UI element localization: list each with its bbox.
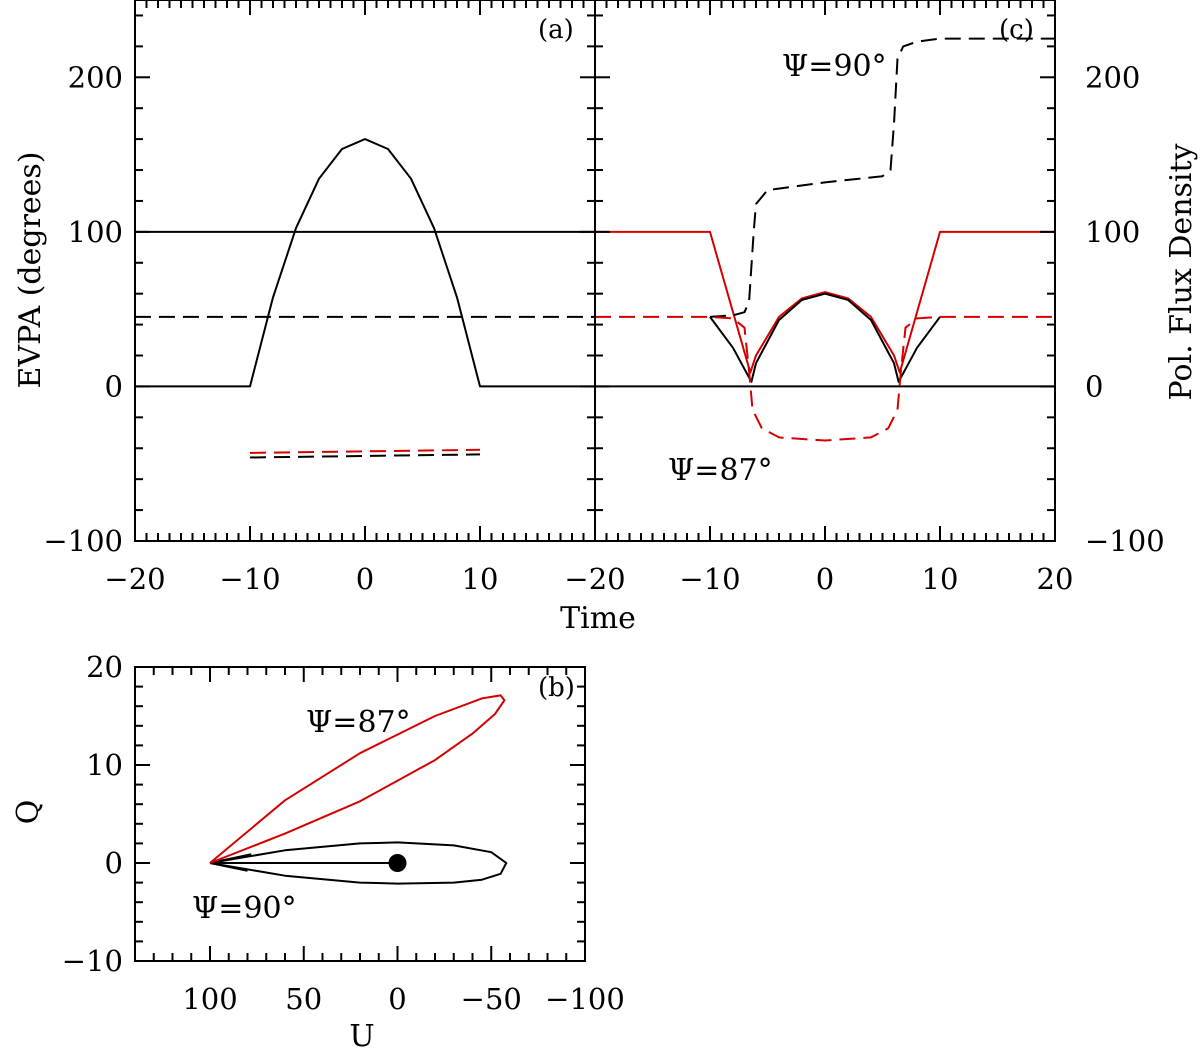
panel-c-annotation-psi-87: Ψ=87° — [668, 453, 773, 488]
panel-b-series-4 — [209, 694, 506, 864]
time-axis-label: Time — [560, 601, 636, 636]
panel-c-frame — [594, 0, 1056, 542]
panel-b-ytick-label: 0 — [105, 846, 123, 880]
panel-a-xtick-label: −10 — [219, 562, 280, 596]
panel-b-frame — [134, 666, 586, 962]
panel-c-xtick-label: 10 — [922, 562, 959, 596]
panel-c-series-4 — [595, 315, 1055, 442]
panel-b-label: (b) — [538, 673, 575, 703]
panel-a-label: (a) — [538, 15, 574, 45]
panel-c-ytick-label: 200 — [1085, 60, 1140, 94]
panel-b-marker — [388, 854, 407, 872]
panel-a-ytick-label: 200 — [68, 60, 123, 94]
panel-b-series-2 — [209, 853, 252, 864]
panel-b-xtick-label: −100 — [545, 982, 625, 1016]
panel-a-ytick-label: 0 — [105, 369, 123, 403]
panel-a-series-3 — [249, 453, 481, 459]
panel-a-ytick-label: 100 — [68, 215, 123, 249]
panel-c-series-2 — [709, 292, 941, 383]
panel-b-plot-area — [209, 694, 508, 885]
panel-c-xtick-label: −10 — [679, 562, 740, 596]
panel-c-plot-area — [595, 37, 1055, 442]
panel-b-series-3 — [209, 862, 248, 872]
panel-b-xlabel: U — [349, 1019, 374, 1051]
panel-b-annotation-psi-90: Ψ=90° — [192, 891, 297, 926]
panel-c-ylabel: Pol. Flux Density — [1164, 143, 1199, 400]
panel-b-ylabel: Q — [11, 800, 46, 825]
panel-c-series-3 — [709, 37, 1055, 318]
panel-a-ylabel: EVPA (degrees) — [13, 151, 48, 388]
panel-c-series-1 — [595, 230, 1055, 374]
panel-c-ytick-label: −100 — [1085, 524, 1165, 558]
panel-b-series-0 — [209, 841, 508, 885]
panel-c-label: (c) — [999, 15, 1034, 45]
panel-c-xtick-label: 0 — [816, 562, 834, 596]
panel-c-ytick-label: 0 — [1085, 369, 1103, 403]
panel-c-xtick-label: −20 — [564, 562, 625, 596]
panel-b-ytick-label: 20 — [86, 650, 123, 684]
panel-a-series-0 — [135, 138, 595, 388]
panel-a-series-4 — [249, 448, 481, 454]
panel-b-ytick-label: −10 — [62, 944, 123, 978]
panel-b-xtick-label: 50 — [285, 982, 322, 1016]
panel-c-ytick-label: 100 — [1085, 215, 1140, 249]
panel-a-xtick-label: 10 — [462, 562, 499, 596]
panel-a-frame — [134, 0, 596, 542]
panel-c-annotation-psi-90: Ψ=90° — [782, 49, 887, 84]
panel-a-xtick-label: −20 — [104, 562, 165, 596]
panel-c-xtick-label: 20 — [1037, 562, 1074, 596]
panel-b-ticks — [135, 667, 585, 961]
panel-c-ticks — [595, 0, 1055, 541]
panel-b-xtick-label: −50 — [461, 982, 522, 1016]
panel-b-xtick-label: 0 — [388, 982, 406, 1016]
panel-a-ytick-label: −100 — [43, 524, 123, 558]
panel-b-xtick-label: 100 — [182, 982, 237, 1016]
panel-a-ticks — [135, 0, 595, 541]
panel-b-annotation-psi-87: Ψ=87° — [306, 705, 411, 740]
panel-a-xtick-label: 0 — [356, 562, 374, 596]
panel-b-ytick-label: 10 — [86, 748, 123, 782]
panel-a-plot-area — [135, 138, 595, 459]
